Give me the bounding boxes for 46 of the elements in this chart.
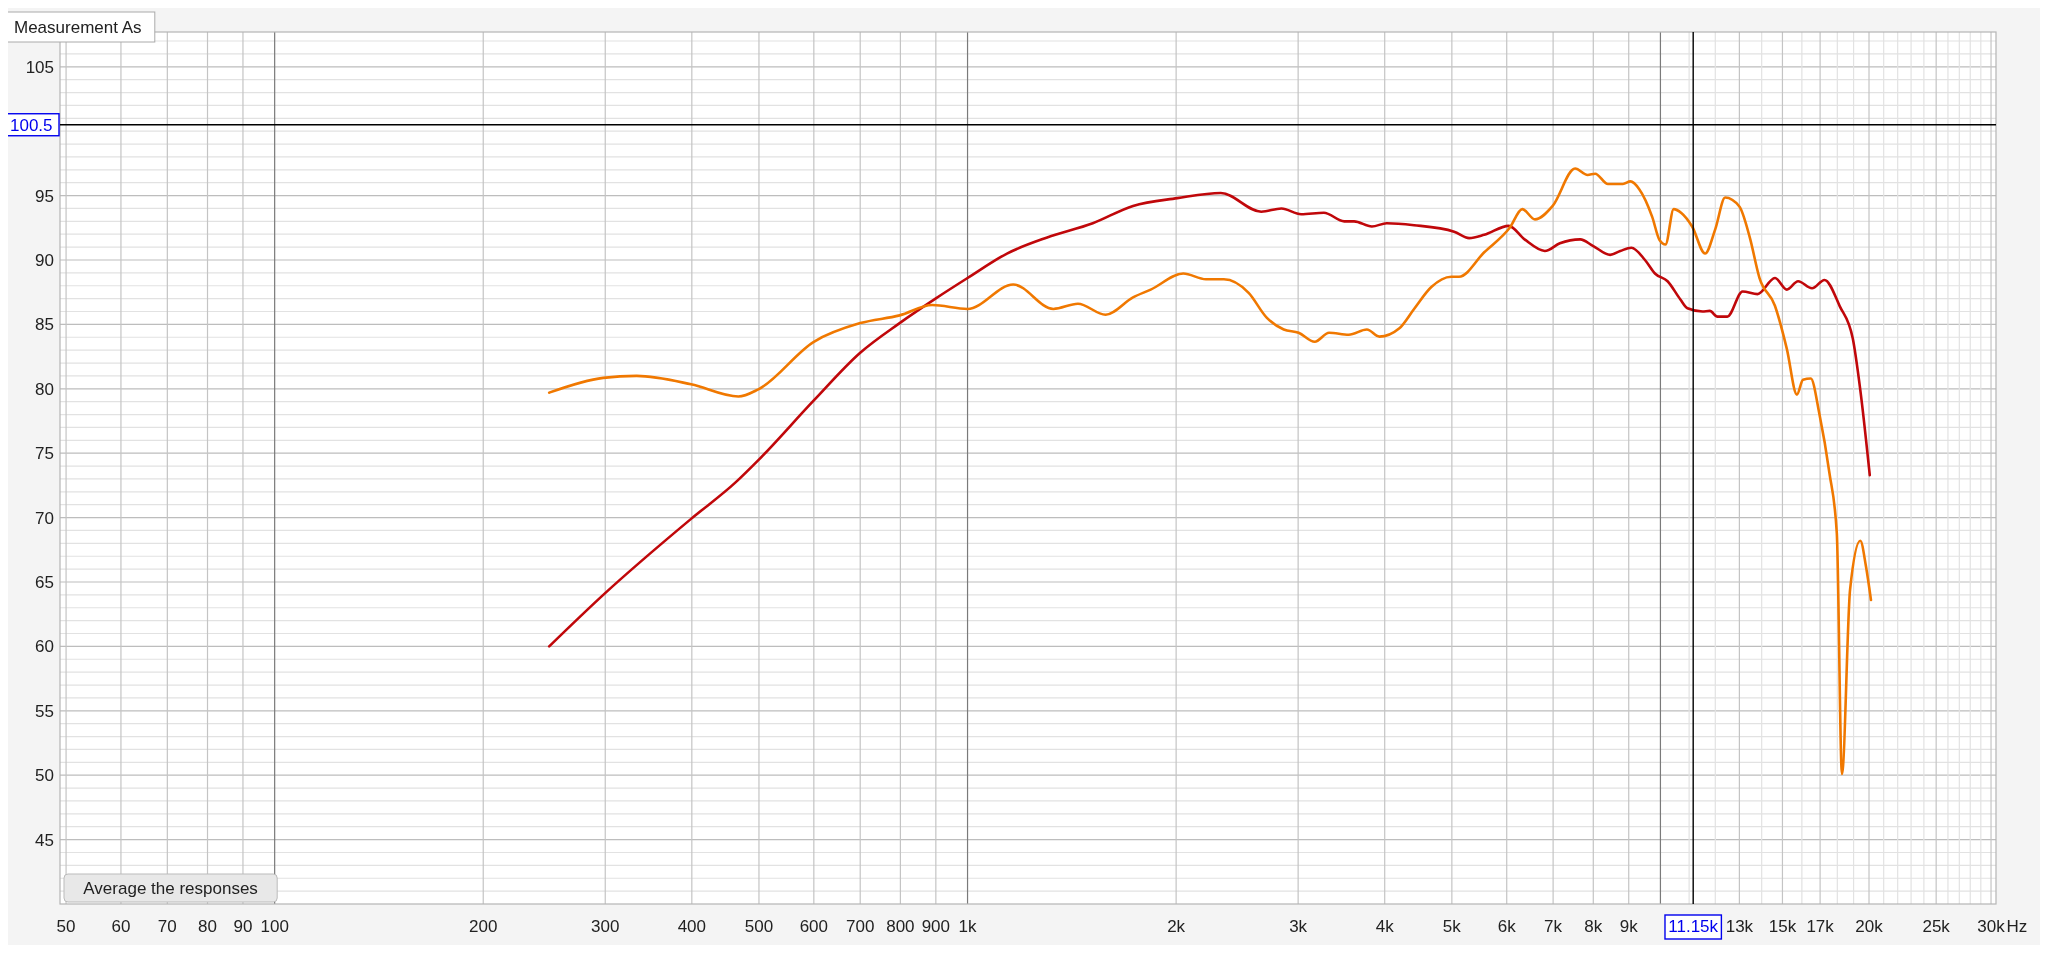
x-axis-title: Hz	[2006, 917, 2028, 936]
x-tick-label: 60	[111, 917, 131, 936]
y-tick-label: 70	[35, 508, 54, 528]
x-tick-label: 300	[591, 917, 620, 936]
x-tick-label: 9k	[1619, 917, 1639, 936]
y-tick-label: 95	[35, 186, 54, 206]
x-tick-label: 20k	[1855, 917, 1884, 936]
x-tick-label: 8k	[1584, 917, 1603, 936]
x-tick-label: 500	[744, 917, 774, 936]
x-tick-label: 100	[260, 917, 289, 936]
y-tick-label: 60	[35, 637, 54, 657]
y-tick-label: 85	[35, 315, 54, 335]
x-tick-label: 70	[157, 917, 177, 936]
x-tick-label: 15k	[1768, 917, 1797, 936]
x-tick-label: 400	[677, 917, 707, 936]
ref-line-label: 11.15k	[1668, 917, 1719, 936]
x-tick-label: 1k	[958, 917, 978, 936]
x-tick-label: 6k	[1497, 917, 1517, 936]
y-tick-label: 50	[35, 766, 54, 786]
x-tick-label: 25k	[1922, 917, 1951, 936]
x-tick-label: 4k	[1375, 917, 1395, 936]
x-tick-label: 700	[846, 917, 875, 936]
y-tick-label: 80	[35, 379, 54, 399]
y-tick-label: 55	[35, 701, 54, 721]
x-tick-label: 80	[198, 917, 217, 936]
y-tick-label: 75	[35, 444, 54, 464]
x-tick-label: 900	[921, 917, 951, 936]
x-tick-label: 50	[56, 917, 76, 936]
ref-line-label: 100.5	[9, 115, 53, 135]
x-tick-label: 30k	[1977, 917, 2006, 936]
x-tick-label: 600	[799, 917, 829, 936]
x-tick-label: 200	[469, 917, 498, 936]
annotation: Measurement As	[14, 17, 142, 37]
x-tick-label: 5k	[1442, 917, 1462, 936]
annotation: Average the responses	[83, 878, 258, 898]
x-tick-label: 2k	[1167, 917, 1186, 936]
x-tick-label: 800	[886, 917, 915, 936]
x-tick-label: 3k	[1289, 917, 1308, 936]
y-tick-label: 45	[35, 830, 54, 850]
x-tick-label: 7k	[1544, 917, 1563, 936]
y-tick-label: 105	[25, 57, 54, 77]
x-tick-label: 13k	[1725, 917, 1754, 936]
x-tick-label: 17k	[1806, 917, 1835, 936]
y-tick-label: 65	[35, 572, 54, 592]
y-tick-label: 90	[35, 250, 54, 270]
x-tick-label: 90	[233, 917, 253, 936]
